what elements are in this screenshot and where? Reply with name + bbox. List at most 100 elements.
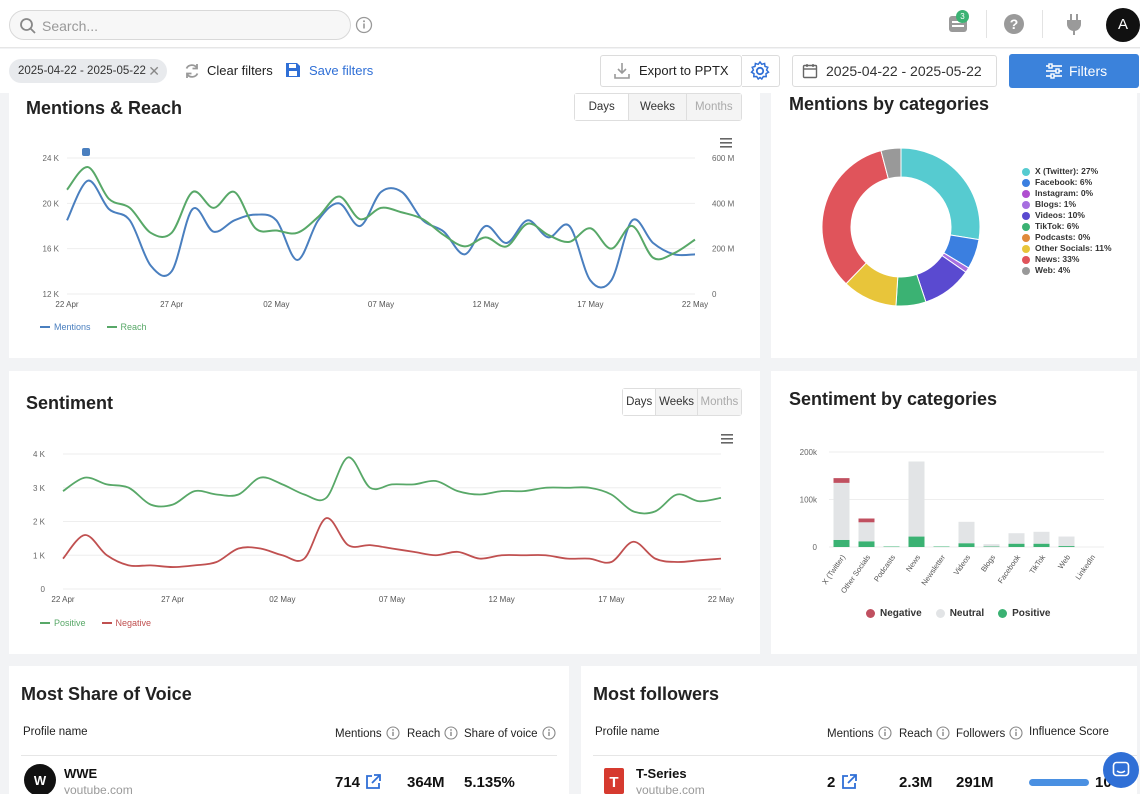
series-line-reach — [66, 166, 696, 261]
clear-filters-button[interactable]: Clear filters — [185, 62, 273, 80]
reach-value: 364M — [407, 774, 445, 791]
search-box[interactable] — [9, 10, 351, 40]
legend-item[interactable]: Instagram: 0% — [1022, 188, 1112, 199]
y-tick-label: 16 K — [43, 245, 60, 254]
top-bar: 3 ? A — [0, 0, 1140, 48]
divider — [593, 755, 1137, 756]
legend-item[interactable]: TikTok: 6% — [1022, 221, 1112, 232]
close-icon[interactable]: ✕ — [148, 63, 160, 79]
info-icon[interactable] — [541, 726, 556, 740]
bar-positive — [958, 543, 975, 547]
reach-value: 2.3M — [899, 774, 933, 791]
download-icon — [614, 63, 630, 79]
bar-neutral — [1058, 536, 1075, 547]
save-icon — [286, 63, 300, 77]
y-tick-label: 200k — [800, 448, 818, 457]
legend-mentions[interactable]: Mentions — [40, 322, 91, 332]
legend-item[interactable]: Blogs: 1% — [1022, 199, 1112, 210]
legend-item[interactable]: Videos: 10% — [1022, 210, 1112, 221]
external-link-icon[interactable] — [841, 773, 858, 790]
col-profile-name: Profile name — [23, 726, 88, 738]
menu-icon[interactable] — [720, 138, 732, 148]
legend-label: Web: 4% — [1035, 265, 1071, 275]
legend-negative[interactable]: Negative — [866, 608, 922, 619]
legend-item[interactable]: Other Socials: 11% — [1022, 243, 1112, 254]
external-link-icon[interactable] — [365, 773, 382, 790]
legend-label: Blogs: 1% — [1035, 199, 1077, 209]
col-followers: Followers — [956, 726, 1023, 740]
info-icon[interactable] — [878, 726, 892, 740]
tab-months[interactable]: Months — [686, 94, 741, 120]
profile-source: youtube.com — [64, 783, 133, 794]
y-tick-label: 1 K — [33, 551, 46, 560]
y-tick-label: 100k — [800, 496, 818, 505]
legend-item[interactable]: Podcasts: 0% — [1022, 232, 1112, 243]
bar-positive — [1058, 546, 1075, 547]
legend-item[interactable]: Web: 4% — [1022, 265, 1112, 276]
avatar[interactable]: A — [1106, 8, 1140, 42]
chat-button[interactable] — [1103, 752, 1139, 788]
mentions-by-categories-legend: X (Twitter): 27% Facebook: 6% Instagram: 0… — [1022, 166, 1112, 276]
x-tick-label: 02 May — [269, 595, 295, 604]
tab-days[interactable]: Days — [575, 94, 630, 120]
info-icon[interactable] — [936, 726, 950, 740]
tab-months[interactable]: Months — [697, 389, 741, 415]
profile-name[interactable]: T-Series — [636, 766, 687, 781]
export-label: Export to PPTX — [639, 63, 729, 78]
col-mentions: Mentions — [335, 726, 400, 740]
info-icon[interactable] — [386, 726, 400, 740]
legend-item[interactable]: Facebook: 6% — [1022, 177, 1112, 188]
mentions-reach-panel — [9, 93, 760, 358]
export-pptx-button[interactable]: Export to PPTX — [600, 55, 742, 87]
save-filters-label: Save filters — [309, 63, 374, 78]
legend-item[interactable]: X (Twitter): 27% — [1022, 166, 1112, 177]
legend-item[interactable]: News: 33% — [1022, 254, 1112, 265]
info-icon[interactable] — [355, 16, 373, 34]
info-icon[interactable] — [444, 726, 458, 740]
bar-neutral — [833, 482, 850, 540]
legend-negative[interactable]: Negative — [101, 618, 151, 628]
x-tick-label: 27 Apr — [161, 595, 184, 604]
x-tick-label: 27 Apr — [160, 300, 183, 309]
legend-reach[interactable]: Reach — [106, 322, 147, 332]
legend-neutral[interactable]: Neutral — [935, 608, 984, 619]
y2-tick-label: 0 — [712, 290, 717, 299]
x-tick-label: Videos — [952, 553, 973, 577]
share-of-voice-panel — [9, 666, 569, 794]
y-tick-label: 2 K — [33, 518, 46, 527]
export-settings-button[interactable] — [742, 55, 780, 87]
bar-neutral — [958, 521, 975, 544]
date-range-picker[interactable]: 2025-04-22 - 2025-05-22 — [792, 55, 997, 87]
tab-weeks[interactable]: Weeks — [629, 94, 687, 120]
annotation-marker — [82, 148, 90, 156]
legend-label: Podcasts: 0% — [1035, 232, 1091, 242]
save-filters-button[interactable]: Save filters — [286, 62, 374, 80]
tab-weeks[interactable]: Weeks — [656, 389, 698, 415]
mentions-value: 714 — [335, 774, 361, 791]
tab-days[interactable]: Days — [623, 389, 657, 415]
info-icon[interactable] — [1009, 726, 1023, 740]
y-tick-label: 20 K — [43, 199, 60, 208]
legend-label: News: 33% — [1035, 254, 1080, 264]
legend-positive[interactable]: Positive — [40, 618, 86, 628]
series-line-mentions — [66, 179, 696, 289]
sentiment-legend: Positive Negative — [40, 618, 151, 628]
divider — [986, 10, 987, 38]
gear-icon — [750, 60, 770, 81]
date-filter-chip[interactable]: 2025-04-22 - 2025-05-22 ✕ — [9, 59, 167, 83]
donut-slice-news — [821, 149, 889, 285]
filters-label: Filters — [1069, 63, 1108, 79]
bar-positive — [933, 546, 950, 548]
search-input[interactable] — [42, 15, 342, 37]
filters-button[interactable]: Filters — [1009, 54, 1139, 88]
help-icon[interactable]: ? — [1002, 12, 1026, 36]
x-tick-label: 17 May — [577, 300, 603, 309]
bar-neutral — [1008, 533, 1025, 544]
menu-icon[interactable] — [721, 434, 733, 444]
legend-positive[interactable]: Positive — [998, 608, 1051, 619]
plug-icon[interactable] — [1062, 12, 1086, 36]
mentions-by-categories-donut — [821, 147, 981, 307]
bar-positive — [833, 539, 850, 547]
col-profile-name: Profile name — [595, 726, 660, 738]
profile-name[interactable]: WWE — [64, 766, 98, 781]
